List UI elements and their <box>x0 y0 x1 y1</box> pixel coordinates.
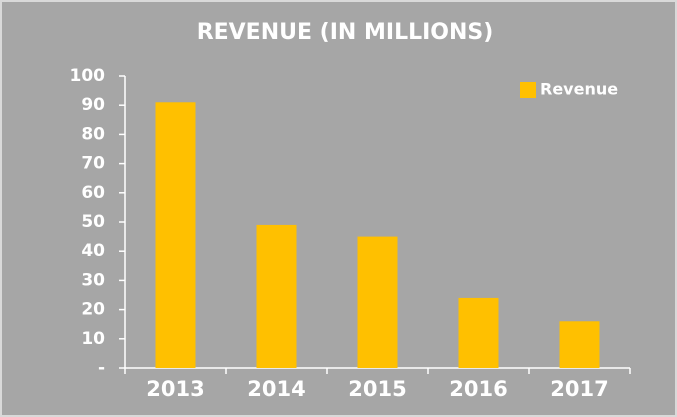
y-tick-label: 40 <box>81 241 105 261</box>
y-tick-label: 10 <box>81 329 105 349</box>
legend-swatch <box>520 82 536 98</box>
x-tick-label: 2017 <box>550 377 608 401</box>
legend-label: Revenue <box>540 80 618 99</box>
chart-title: REVENUE (IN MILLIONS) <box>197 20 494 45</box>
bar <box>256 224 297 368</box>
y-tick-label: 90 <box>81 95 105 115</box>
y-tick-label: 100 <box>70 66 106 86</box>
x-tick-label: 2015 <box>348 377 406 401</box>
y-tick-label: 30 <box>81 270 105 290</box>
y-tick-label: 60 <box>81 183 105 203</box>
x-tick-label: 2013 <box>146 377 204 401</box>
bar <box>155 102 196 368</box>
bar <box>559 321 600 368</box>
bar <box>357 236 398 368</box>
bar <box>458 297 499 368</box>
y-tick-label: 50 <box>81 212 105 232</box>
x-tick-label: 2014 <box>247 377 305 401</box>
y-tick-label: 80 <box>81 124 105 144</box>
x-tick-label: 2016 <box>449 377 507 401</box>
y-tick-label: - <box>98 358 105 378</box>
y-tick-label: 20 <box>81 300 105 320</box>
y-tick-label: 70 <box>81 154 105 174</box>
